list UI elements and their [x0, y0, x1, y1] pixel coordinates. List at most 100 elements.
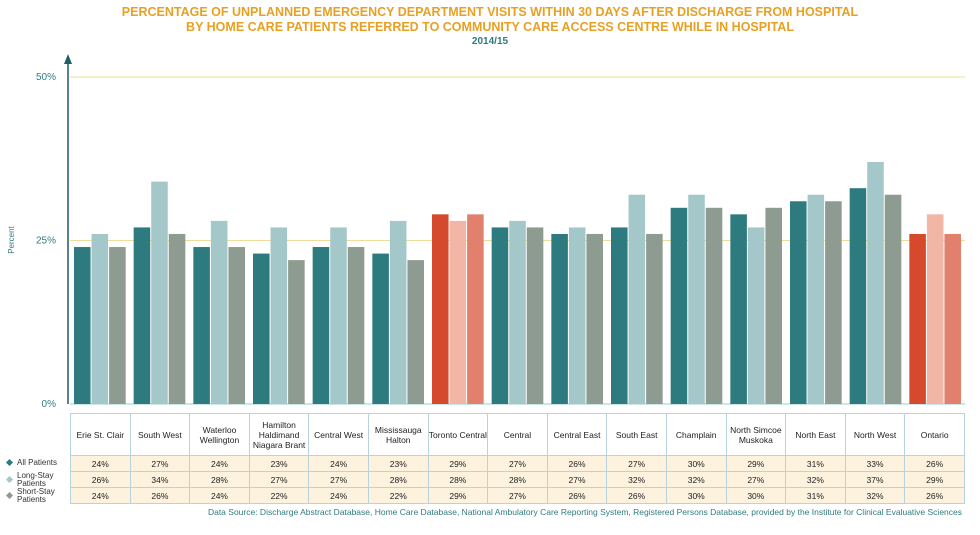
bar [91, 233, 109, 404]
table-cell: 27% [546, 471, 608, 488]
table-cell: 27% [248, 471, 310, 488]
legend-item: All Patients [5, 455, 71, 472]
table-cell: 26% [546, 455, 608, 472]
legend-label: All Patients [17, 458, 58, 468]
y-axis-arrow [64, 54, 72, 64]
bar [347, 247, 365, 404]
category-label: Mississauga Halton [367, 413, 429, 456]
table-cell: 27% [487, 455, 548, 472]
bar [646, 233, 663, 404]
table-cell: 26% [904, 455, 965, 472]
y-axis-label: Percent [7, 225, 16, 253]
table-cell: 27% [487, 487, 548, 504]
y-tick-label: 25% [36, 236, 56, 247]
table-row: Long-Stay Patients 26% 34% 28% 27% 27% 28% 28% 2… [5, 471, 965, 488]
bar [849, 188, 867, 404]
category-label: Hamilton Haldimand Niagara Brant [248, 413, 310, 456]
table-cell: 24% [308, 487, 369, 504]
bar [372, 253, 389, 404]
table-cell: 26% [546, 487, 608, 504]
table-cell: 24% [308, 455, 369, 472]
bar [74, 247, 91, 404]
bar [467, 214, 484, 404]
bar [909, 233, 926, 404]
legend-item: Short-Stay Patients [5, 487, 71, 504]
table-cell: 27% [129, 455, 191, 472]
table-cell: 32% [844, 487, 906, 504]
table-cell: 29% [904, 471, 965, 488]
table-row: Short-Stay Patients 24% 26% 24% 22% 24% 22% 29%… [5, 487, 965, 504]
table-cell: 32% [785, 471, 846, 488]
table-cell: 30% [725, 487, 787, 504]
bar [611, 227, 628, 404]
bar [825, 201, 842, 404]
table-cell: 28% [367, 471, 429, 488]
category-label: South West [129, 413, 191, 456]
table-cell: 31% [785, 455, 846, 472]
bar [705, 207, 723, 404]
bar [509, 220, 526, 404]
table-cell: 28% [487, 471, 548, 488]
bar [526, 227, 544, 404]
table-cell: 37% [844, 471, 906, 488]
table-cell: 28% [189, 471, 250, 488]
table-corner [5, 414, 71, 456]
bar [807, 194, 825, 404]
legend-marker [5, 491, 14, 499]
bar [193, 247, 210, 404]
bar [288, 260, 305, 404]
table-cell: 22% [248, 487, 310, 504]
y-tick-label: 0% [42, 399, 57, 410]
data-table: Erie St. Clair South West Waterloo Welling… [5, 413, 965, 504]
table-cell: 32% [606, 471, 667, 488]
table-cell: 22% [367, 487, 429, 504]
bar [628, 194, 646, 404]
source-note: Data Source: Discharge Abstract Database… [207, 507, 962, 517]
table-cell: 29% [427, 487, 489, 504]
category-label: South East [606, 413, 667, 456]
table-cell: 26% [129, 487, 191, 504]
table-cell: 23% [367, 455, 429, 472]
legend-item: Long-Stay Patients [5, 471, 71, 488]
category-label: Central West [308, 413, 369, 456]
bar [867, 162, 884, 404]
table-cell: 33% [844, 455, 906, 472]
table-cell: 29% [725, 455, 787, 472]
category-label: Champlain [665, 413, 727, 456]
table-cell: 24% [70, 455, 131, 472]
chart: Percent 0% 25% 50% [7, 54, 965, 410]
table-cell: 30% [665, 455, 727, 472]
bar [312, 247, 330, 404]
bar [151, 181, 168, 404]
table-cell: 29% [427, 455, 489, 472]
legend-marker [5, 459, 14, 467]
bar [491, 227, 509, 404]
bar [109, 247, 126, 404]
bar [449, 220, 467, 404]
bar [747, 227, 765, 404]
bar [551, 233, 568, 404]
category-label: North West [844, 413, 906, 456]
category-label: North Simcoe Muskoka [725, 413, 787, 456]
table-row: All Patients 24% 27% 24% 23% 24% 23% 29% 27% 26% 2… [5, 455, 965, 472]
category-label: Central East [546, 413, 608, 456]
bar [926, 214, 944, 404]
bar [389, 220, 407, 404]
legend-marker [5, 475, 14, 483]
table-cell: 24% [189, 487, 250, 504]
table-cell: 26% [70, 471, 131, 488]
bar [586, 233, 603, 404]
category-label: North East [785, 413, 846, 456]
table-cell: 26% [606, 487, 667, 504]
bar [228, 247, 245, 404]
bar [432, 214, 449, 404]
bar [253, 253, 270, 404]
bar [407, 260, 424, 404]
bar [688, 194, 705, 404]
bar [330, 227, 347, 404]
table-cell: 31% [785, 487, 846, 504]
bar [133, 227, 151, 404]
table-cell: 28% [427, 471, 489, 488]
chart-title: PERCENTAGE OF UNPLANNED EMERGENCY DEPART… [121, 5, 859, 19]
table-cell: 24% [70, 487, 131, 504]
